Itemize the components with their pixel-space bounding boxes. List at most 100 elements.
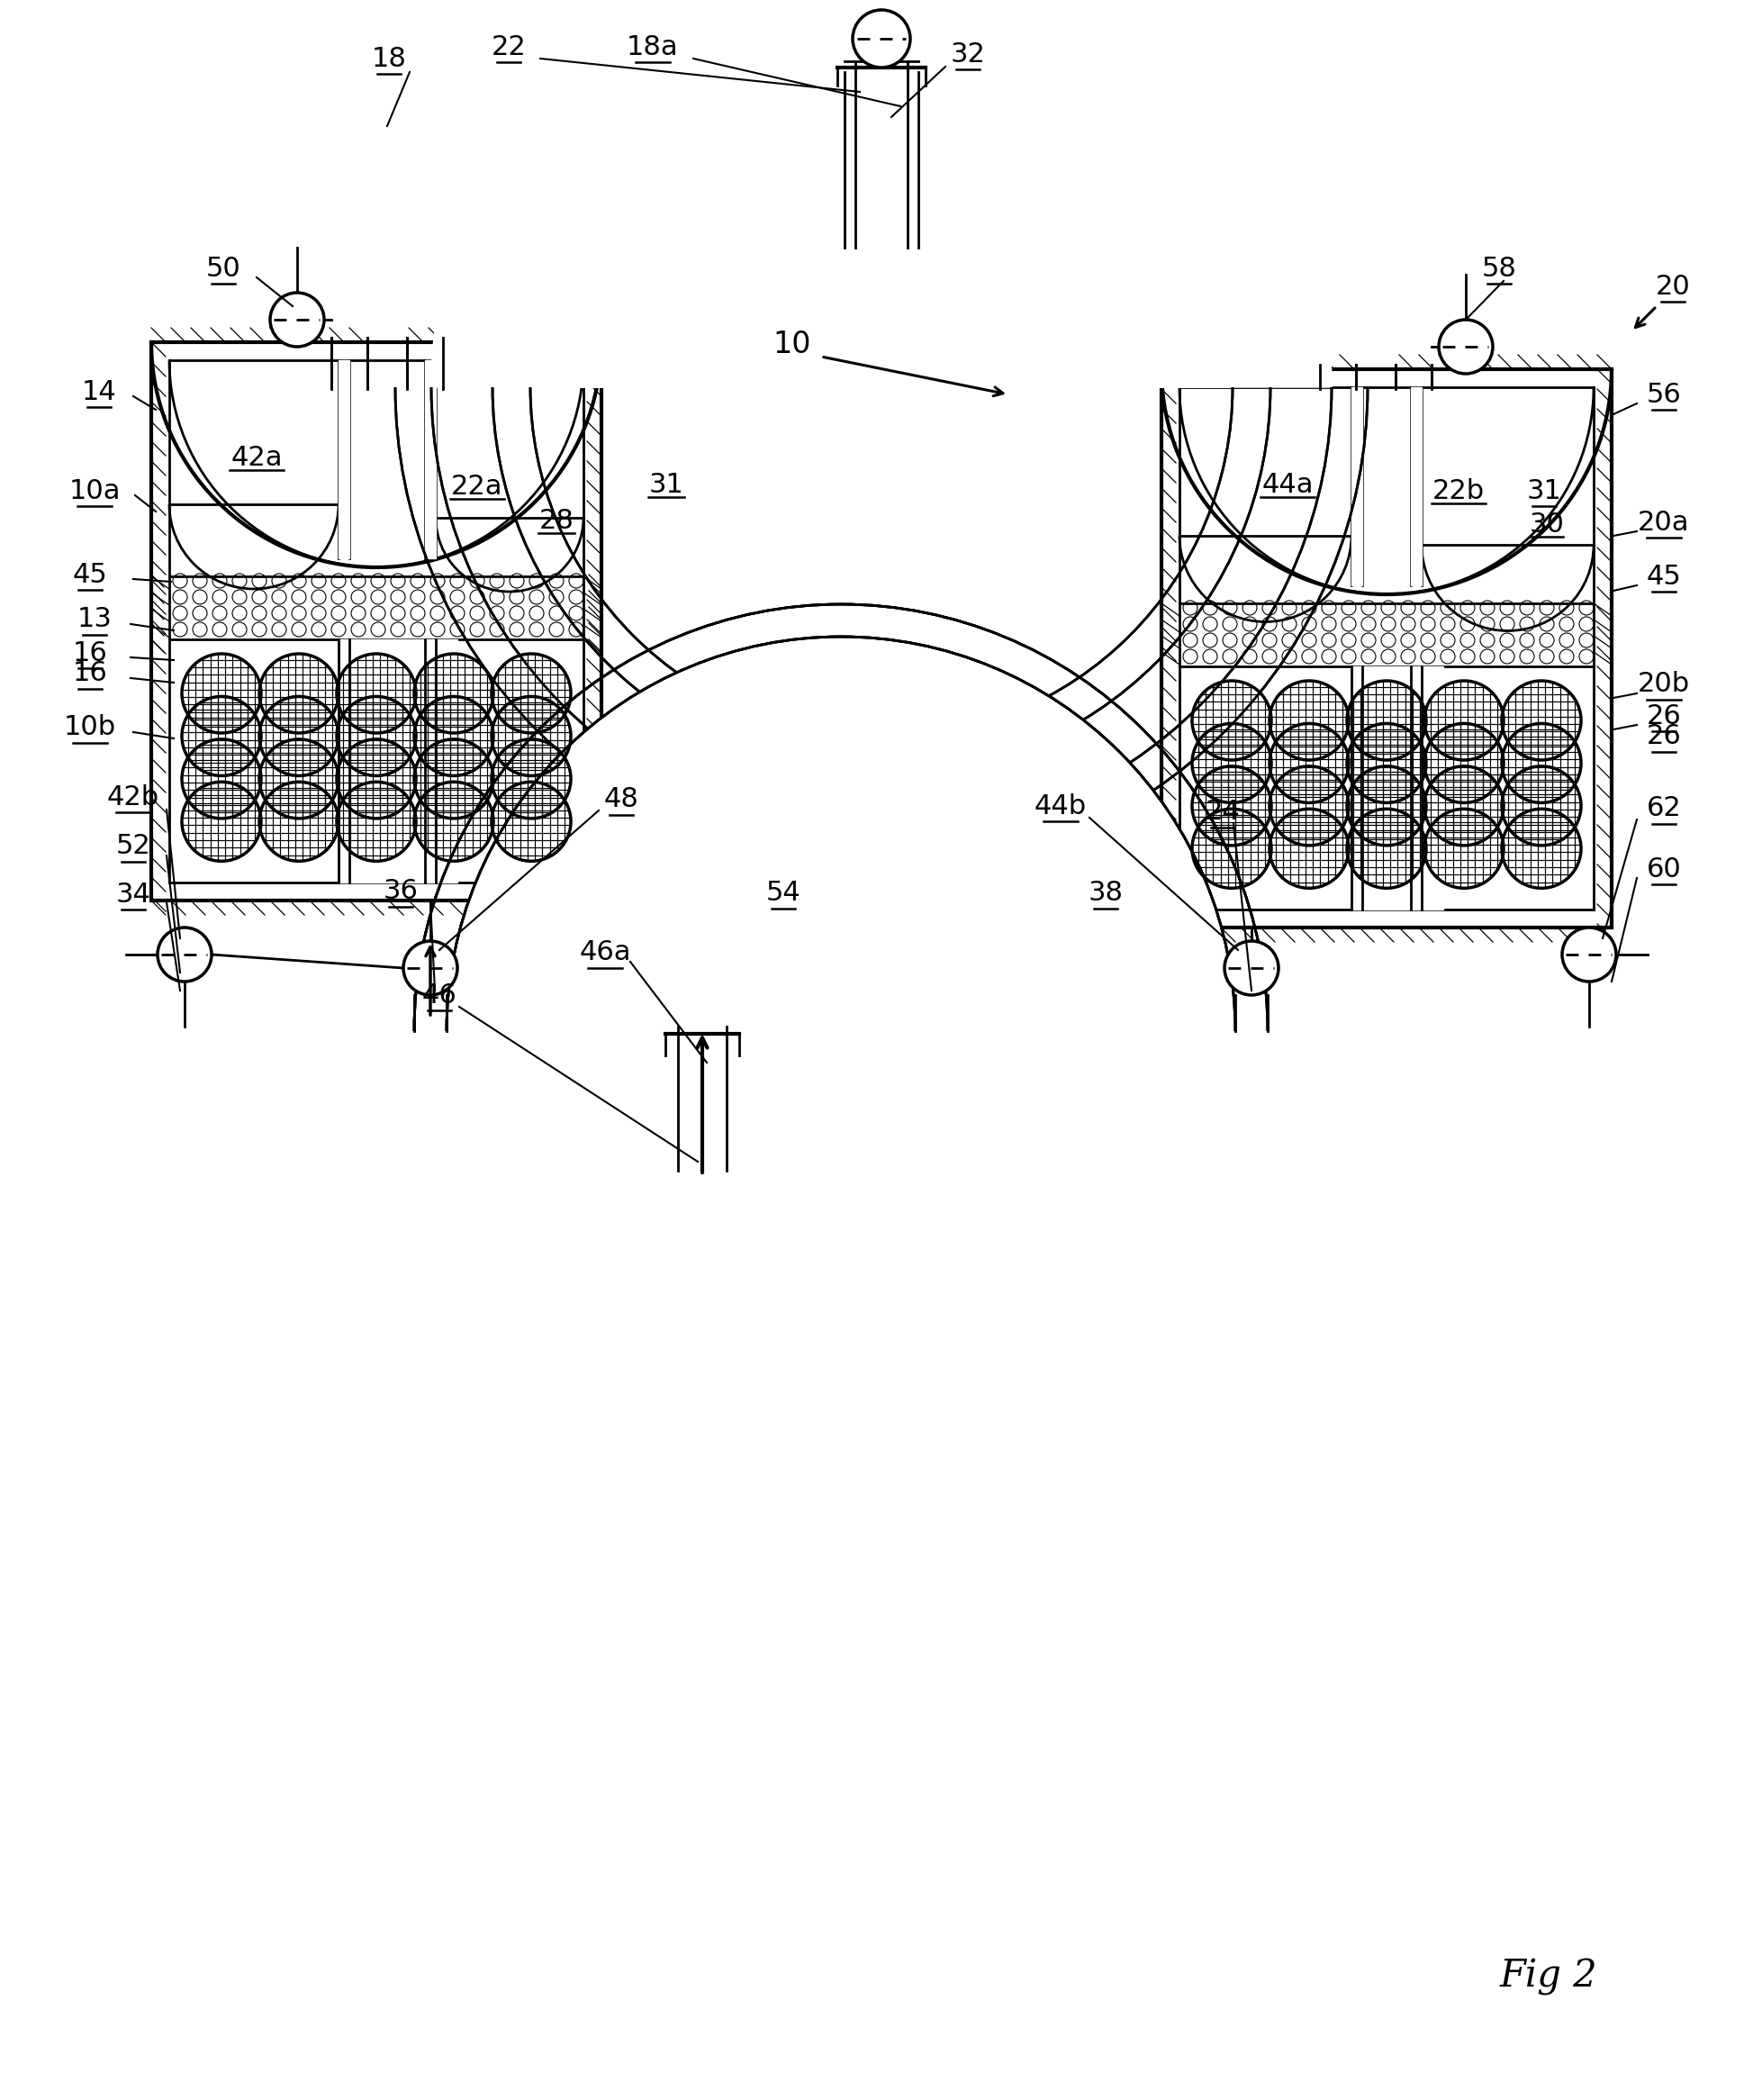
Text: 20: 20	[1655, 273, 1690, 300]
Circle shape	[1501, 766, 1581, 846]
Text: 24: 24	[1205, 800, 1239, 825]
Circle shape	[1501, 809, 1581, 888]
Polygon shape	[530, 36, 1232, 386]
Text: 36: 36	[382, 878, 418, 905]
Circle shape	[1346, 680, 1425, 760]
Circle shape	[1191, 724, 1270, 802]
Circle shape	[1191, 680, 1270, 760]
Text: 52: 52	[116, 834, 150, 859]
Circle shape	[414, 697, 493, 775]
Circle shape	[1424, 766, 1503, 846]
Text: 48: 48	[603, 788, 638, 813]
Text: 42a: 42a	[231, 445, 282, 470]
Text: 58: 58	[1480, 256, 1515, 281]
Circle shape	[181, 781, 261, 861]
Text: 32: 32	[950, 42, 985, 67]
Text: 20b: 20b	[1637, 672, 1690, 697]
Text: 14: 14	[81, 378, 116, 405]
Circle shape	[414, 781, 493, 861]
Bar	[425, 361, 435, 559]
Circle shape	[492, 697, 571, 775]
Circle shape	[1424, 724, 1503, 802]
Polygon shape	[432, 0, 1330, 386]
Bar	[1351, 666, 1443, 909]
Text: 45: 45	[72, 561, 107, 588]
Circle shape	[270, 292, 324, 347]
Circle shape	[1191, 809, 1270, 888]
Circle shape	[259, 739, 338, 819]
Text: 18a: 18a	[627, 34, 678, 61]
Circle shape	[492, 739, 571, 819]
Text: 18: 18	[372, 46, 407, 71]
Circle shape	[259, 697, 338, 775]
Text: 13: 13	[78, 607, 113, 632]
Text: 45: 45	[1646, 563, 1681, 590]
Text: 34: 34	[116, 882, 152, 907]
Circle shape	[1269, 766, 1348, 846]
Bar	[678, 1027, 726, 1170]
Polygon shape	[446, 636, 1235, 1031]
Text: 10a: 10a	[69, 477, 120, 504]
Circle shape	[1225, 941, 1277, 995]
Text: 22a: 22a	[451, 473, 502, 500]
Circle shape	[1424, 680, 1503, 760]
Circle shape	[403, 941, 456, 995]
Circle shape	[181, 653, 261, 733]
Bar	[1355, 118, 1396, 397]
Text: 28: 28	[539, 508, 574, 533]
Circle shape	[1269, 680, 1348, 760]
Text: 56: 56	[1646, 382, 1681, 407]
Circle shape	[1438, 319, 1492, 374]
Circle shape	[1501, 680, 1581, 760]
Circle shape	[337, 653, 416, 733]
Text: 26: 26	[1646, 724, 1681, 750]
Circle shape	[1424, 809, 1503, 888]
Text: 42b: 42b	[107, 783, 159, 811]
Circle shape	[1561, 928, 1616, 981]
Circle shape	[414, 739, 493, 819]
Bar	[338, 361, 349, 559]
Text: 46: 46	[421, 983, 456, 1008]
Circle shape	[492, 781, 571, 861]
Text: Fig 2: Fig 2	[1499, 1957, 1596, 1995]
Text: 31: 31	[648, 470, 684, 498]
Text: 22b: 22b	[1433, 477, 1484, 504]
Text: 44a: 44a	[1262, 470, 1313, 498]
Text: 50: 50	[206, 256, 241, 281]
Circle shape	[853, 10, 909, 67]
Text: 20a: 20a	[1637, 508, 1690, 536]
Text: 54: 54	[765, 880, 800, 907]
Circle shape	[337, 697, 416, 775]
Text: 26: 26	[1646, 704, 1681, 729]
Text: 31: 31	[1526, 477, 1561, 504]
Circle shape	[1501, 724, 1581, 802]
Circle shape	[492, 653, 571, 733]
Circle shape	[1346, 766, 1425, 846]
Circle shape	[1346, 809, 1425, 888]
Text: 16: 16	[72, 662, 107, 687]
Circle shape	[1191, 766, 1270, 846]
Text: 62: 62	[1646, 796, 1681, 821]
Text: 10: 10	[774, 330, 811, 359]
Circle shape	[1269, 724, 1348, 802]
Circle shape	[337, 739, 416, 819]
Circle shape	[1346, 724, 1425, 802]
Bar	[338, 638, 456, 882]
Circle shape	[414, 653, 493, 733]
Circle shape	[181, 697, 261, 775]
Circle shape	[181, 739, 261, 819]
Circle shape	[259, 781, 338, 861]
Circle shape	[337, 781, 416, 861]
Bar	[366, 118, 407, 397]
Text: 38: 38	[1087, 880, 1122, 907]
Text: 30: 30	[1528, 510, 1563, 538]
Text: 44b: 44b	[1034, 794, 1085, 819]
Text: 16: 16	[72, 640, 107, 666]
Text: 60: 60	[1646, 857, 1681, 882]
Bar	[1351, 386, 1362, 586]
Bar	[844, 55, 918, 248]
Text: 46a: 46a	[580, 939, 631, 966]
Circle shape	[157, 928, 211, 981]
Circle shape	[1269, 809, 1348, 888]
Circle shape	[259, 653, 338, 733]
